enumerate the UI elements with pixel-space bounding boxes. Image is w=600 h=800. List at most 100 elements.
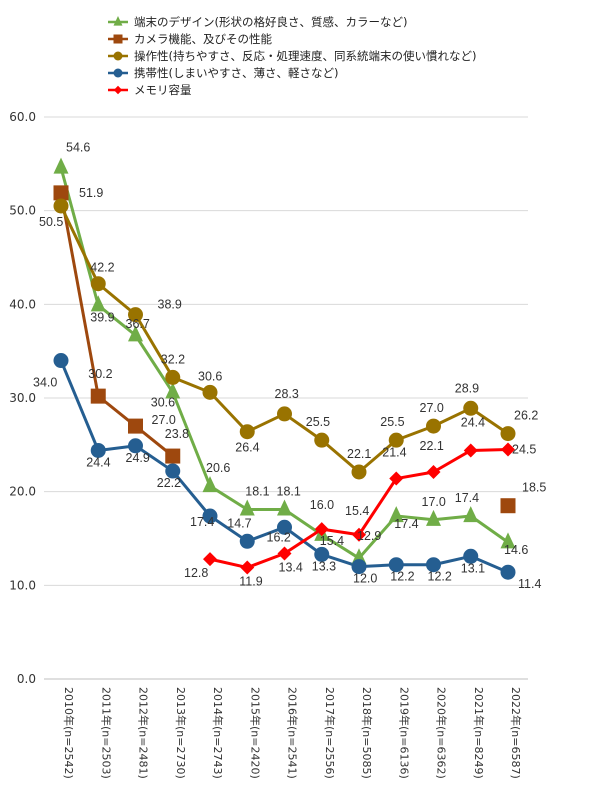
data-point [239, 424, 255, 440]
data-label: 11.9 [239, 575, 262, 589]
legend-label: メモリ容量 [134, 83, 192, 97]
data-label: 24.4 [86, 455, 110, 469]
data-label: 23.8 [165, 427, 189, 441]
data-label: 18.1 [245, 484, 269, 498]
data-label: 14.6 [504, 543, 528, 557]
data-label: 20.6 [206, 461, 230, 475]
data-label: 18.5 [522, 481, 546, 495]
data-label: 14.7 [227, 516, 251, 530]
data-point [314, 432, 330, 448]
series-markers [53, 157, 516, 580]
data-label: 22.1 [420, 439, 444, 453]
data-label: 27.0 [420, 401, 444, 415]
data-label: 24.9 [126, 451, 150, 465]
data-label: 17.0 [422, 495, 446, 509]
data-label: 26.2 [514, 409, 538, 423]
y-tick-label: 30.0 [9, 391, 36, 405]
data-label: 12.0 [353, 572, 377, 586]
data-label: 51.9 [79, 186, 103, 200]
data-point [239, 499, 255, 516]
x-tick-label: 2017年(n=2556) [323, 687, 337, 779]
y-tick-label: 40.0 [9, 297, 36, 311]
data-point [352, 527, 366, 542]
legend-label: 端末のデザイン(形状の格好良さ、質感、カラーなど) [134, 15, 407, 29]
data-label: 12.2 [428, 570, 452, 584]
data-point [202, 508, 218, 524]
data-label: 36.7 [126, 317, 150, 331]
data-point [500, 532, 516, 549]
legend-marker [113, 34, 123, 44]
data-label: 38.9 [158, 298, 182, 312]
data-label: 28.9 [455, 381, 479, 395]
legend-label: 操作性(持ちやすさ、反応・処理速度、同系統端末の使い慣れなど) [134, 49, 476, 63]
data-point [388, 506, 404, 523]
data-point [239, 533, 255, 549]
data-point [500, 564, 516, 580]
data-label: 39.9 [90, 310, 114, 324]
data-point [426, 509, 441, 526]
data-label: 54.6 [66, 141, 90, 155]
data-point [500, 498, 516, 514]
data-point [165, 463, 181, 479]
data-label: 27.0 [152, 413, 176, 427]
data-label: 13.1 [461, 561, 485, 575]
data-label: 24.4 [461, 415, 485, 429]
data-point [277, 519, 292, 535]
data-point [463, 506, 479, 523]
x-tick-label: 2019年(n=6136) [397, 687, 411, 779]
data-point [277, 406, 292, 422]
data-point [277, 546, 292, 561]
legend-label: 携帯性(しまいやすさ、薄さ、軽さなど) [134, 66, 338, 80]
x-tick-label: 2022年(n=6587) [509, 687, 523, 779]
legend-marker [113, 68, 123, 78]
y-tick-label: 20.0 [9, 485, 36, 499]
data-point [90, 388, 106, 404]
x-tick-label: 2012年(n=2481) [137, 687, 151, 779]
data-point [426, 557, 441, 573]
data-label: 21.4 [382, 446, 406, 460]
data-point [53, 353, 69, 369]
gridlines [44, 116, 528, 586]
data-label: 11.4 [518, 577, 541, 591]
y-tick-label: 60.0 [9, 110, 36, 124]
data-point [128, 307, 143, 323]
data-point [463, 548, 479, 564]
data-point [314, 546, 330, 562]
series-line [59, 192, 174, 458]
data-point [351, 559, 367, 575]
data-point [463, 400, 479, 416]
x-tick-label: 2021年(n=8249) [472, 687, 486, 779]
data-label: 26.4 [235, 441, 259, 455]
data-label: 30.6 [198, 369, 222, 383]
legend-label: カメラ機能、及びその性能 [134, 32, 272, 46]
data-label: 18.1 [277, 484, 301, 498]
data-label: 28.3 [275, 387, 299, 401]
data-point [53, 185, 69, 201]
data-point [202, 476, 218, 493]
data-label: 16.0 [310, 498, 334, 512]
data-labels: 54.6 39.9 36.7 30.6 20.6 18.1 18.1 15.4 12.9 17.4… [33, 141, 546, 592]
data-point [240, 560, 255, 575]
x-axis: 2010年(n=2542) 2011年(n=2503) 2012年(n=2481) 2… [62, 687, 523, 779]
data-point [388, 432, 404, 448]
legend-marker [113, 16, 123, 26]
data-point [165, 369, 181, 385]
data-label: 50.5 [39, 215, 63, 229]
data-label: 25.5 [380, 415, 404, 429]
data-label: 32.2 [161, 352, 185, 366]
x-tick-label: 2013年(n=2730) [174, 687, 188, 779]
data-point [203, 552, 217, 567]
data-point [53, 157, 69, 174]
data-point [314, 522, 329, 537]
y-tick-label: 0.0 [17, 672, 36, 686]
data-label: 12.2 [390, 570, 414, 584]
data-point [277, 499, 292, 516]
y-tick-label: 10.0 [9, 578, 36, 592]
x-tick-label: 2016年(n=2541) [286, 687, 300, 779]
data-point [128, 418, 143, 434]
data-point [90, 276, 106, 292]
data-label: 25.5 [306, 415, 330, 429]
data-point [53, 198, 69, 214]
data-point [165, 382, 181, 399]
